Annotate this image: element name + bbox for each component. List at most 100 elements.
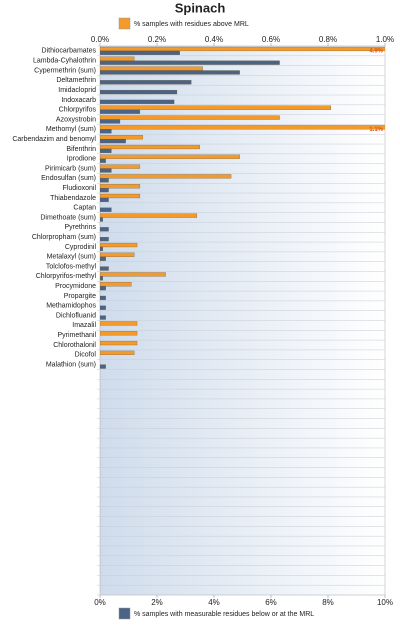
bar <box>100 60 280 65</box>
category-label: Dicofol <box>75 352 97 359</box>
bar <box>100 272 166 277</box>
bar <box>100 154 240 159</box>
category-label: Indoxacarb <box>61 97 96 104</box>
legend-label: % samples with residues above MRL <box>134 21 249 28</box>
bar <box>100 286 106 291</box>
category-label: Imidacloprid <box>58 87 96 94</box>
legend-label: % samples with measurable residues below… <box>134 611 314 618</box>
bar <box>100 148 112 153</box>
bar <box>100 207 112 212</box>
chart-title: Spinach <box>175 0 226 15</box>
category-label: Captan <box>73 205 96 212</box>
bar <box>100 188 109 193</box>
bar <box>100 125 385 130</box>
category-label: Malathion (sum) <box>46 361 96 368</box>
bar <box>100 135 143 140</box>
category-label: Cyprodinil <box>65 244 97 251</box>
category-label: Procymidone <box>55 283 96 290</box>
bar <box>100 193 141 199</box>
category-label: Tolclofos-methyl <box>46 263 97 270</box>
bar <box>100 282 132 287</box>
bar <box>100 80 192 85</box>
category-label: Methomyl (sum) <box>46 126 96 133</box>
category-label: Metalaxyl (sum) <box>47 254 96 261</box>
bar <box>100 129 112 134</box>
bar <box>100 115 280 120</box>
x2-tick-label: 0.0% <box>91 35 109 44</box>
category-label: Chlorothalonil <box>53 342 96 349</box>
bar <box>100 197 109 203</box>
category-label: Lambda-Cyhalothrin <box>33 58 96 65</box>
x2-tick-label: 0.2% <box>148 35 166 44</box>
bar <box>100 213 198 218</box>
bar <box>100 350 135 355</box>
x-tick-label: 0% <box>94 598 106 607</box>
bar <box>100 340 138 346</box>
bar <box>100 331 138 336</box>
bar <box>100 321 138 326</box>
legend-swatch <box>118 607 131 620</box>
bar <box>100 252 135 257</box>
category-label: Bifenthrin <box>66 146 96 153</box>
bars <box>100 46 385 369</box>
x-tick-label: 2% <box>151 598 163 607</box>
bar <box>100 237 109 242</box>
x-tick-label: 4% <box>208 598 220 607</box>
legend-swatch <box>118 17 131 30</box>
bar <box>100 138 126 144</box>
bar <box>100 242 138 248</box>
category-label: Chlorpyrifos-methyl <box>36 273 97 280</box>
category-label: Chlorpropham (sum) <box>32 234 96 241</box>
bar <box>100 50 180 55</box>
category-label: Imazalil <box>72 322 96 329</box>
bar <box>100 46 385 52</box>
category-label: Deltamethrin <box>56 77 96 84</box>
bar <box>100 109 141 114</box>
bar <box>100 164 141 169</box>
category-label: Pyrethrins <box>64 224 96 231</box>
bar <box>100 246 103 252</box>
category-label: Carbendazim and benomyl <box>12 136 96 143</box>
x2-tick-label: 0.8% <box>319 35 337 44</box>
bar <box>100 89 178 95</box>
bar <box>100 168 112 173</box>
bar <box>100 184 141 189</box>
x-tick-label: 10% <box>377 598 393 607</box>
category-label: Thiabendazole <box>50 195 96 202</box>
category-label: Azoxystrobin <box>56 116 96 123</box>
bar <box>100 56 135 61</box>
bar <box>100 174 232 179</box>
x2-tick-label: 1.0% <box>376 35 394 44</box>
bar <box>100 276 103 281</box>
data-label: 4.9% <box>369 48 383 54</box>
category-label: Methamidophos <box>46 303 96 310</box>
category-label: Dithiocarbamates <box>42 48 97 55</box>
category-label: Fludioxonil <box>63 185 97 192</box>
x-tick-label: 8% <box>322 598 334 607</box>
category-label: Cypermethrin (sum) <box>34 67 96 74</box>
category-label: Dimethoate (sum) <box>40 214 96 221</box>
category-label: Propargite <box>64 293 96 300</box>
x-tick-label: 6% <box>265 598 277 607</box>
bar <box>100 119 121 124</box>
bar <box>100 315 106 320</box>
category-label: Iprodione <box>67 156 96 163</box>
bar <box>100 364 106 369</box>
data-label: 1.1% <box>369 127 383 133</box>
bar <box>100 158 106 163</box>
x2-tick-label: 0.6% <box>262 35 280 44</box>
bar <box>100 305 106 310</box>
bar <box>100 178 109 183</box>
category-label: Endosulfan (sum) <box>41 175 96 182</box>
category-label: Pyrimethanil <box>57 332 96 339</box>
bar <box>100 217 103 222</box>
category-label: Dichlofluanid <box>56 312 96 319</box>
category-label: Pirimicarb (sum) <box>45 165 96 172</box>
x2-tick-label: 0.4% <box>205 35 223 44</box>
category-label: Chlorpyrifos <box>59 107 97 114</box>
bar <box>100 105 332 110</box>
bar <box>100 266 109 271</box>
bar <box>100 256 106 261</box>
bar <box>100 70 240 75</box>
